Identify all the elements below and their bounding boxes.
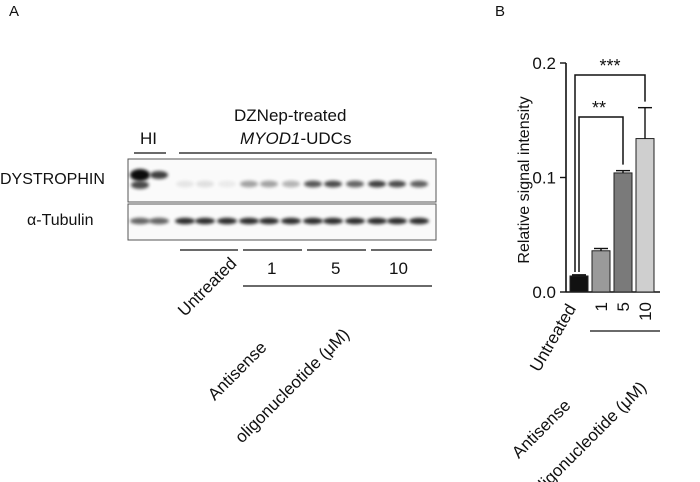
dystrophin-band: [388, 180, 406, 188]
dystrophin-band: [150, 171, 168, 179]
significance-bracket-outer: [574, 74, 646, 272]
bar: [591, 250, 611, 293]
dystrophin-band: [410, 180, 428, 188]
y-tick-label: 0.1: [532, 169, 556, 188]
x-tick-label: 1: [592, 302, 611, 311]
tubulin-band: [130, 217, 150, 225]
tubulin-band: [345, 217, 365, 225]
tubulin-band: [367, 217, 387, 225]
dystrophin-blot-frame: [127, 158, 437, 203]
dystrophin-band: [324, 180, 342, 188]
hi-label: HI: [140, 129, 157, 148]
dose-1-label: 1: [267, 259, 277, 278]
tubulin-band: [387, 217, 407, 225]
dystrophin-band: [240, 180, 258, 188]
dystrophin-band: [131, 181, 149, 189]
dystrophin-band: [282, 180, 300, 188]
significance-marker-outer: ***: [599, 56, 620, 76]
tubulin-bands: [130, 217, 429, 225]
treatment-subtitle: MYOD1-UDCs: [240, 130, 351, 147]
dose-10-label: 10: [389, 259, 408, 278]
y-tick-label: 0.0: [532, 283, 556, 302]
bar: [569, 275, 589, 293]
significance-bracket-inner: [578, 116, 624, 272]
cell-type: -UDCs: [300, 129, 352, 148]
tubulin-band: [409, 217, 429, 225]
dystrophin-band: [304, 180, 322, 188]
dystrophin-band: [130, 169, 150, 181]
dystrophin-band: [346, 180, 364, 188]
tubulin-band: [195, 217, 215, 225]
panel-a-label: A: [9, 3, 20, 20]
tubulin-row-label: α-Tubulin: [27, 212, 94, 229]
x-tick-label: 5: [614, 302, 633, 311]
panel-b-label: B: [495, 3, 506, 20]
dystrophin-band: [260, 180, 278, 188]
treatment-title: DZNep-treated: [234, 106, 347, 125]
tubulin-band: [217, 217, 237, 225]
tubulin-band: [239, 217, 259, 225]
bar: [613, 172, 633, 293]
dystrophin-row-label: DYSTROPHIN: [0, 171, 105, 188]
tubulin-band: [281, 217, 301, 225]
dystrophin-band: [196, 180, 214, 188]
significance-marker-inner: **: [592, 98, 606, 118]
tubulin-band: [175, 217, 195, 225]
dystrophin-band: [368, 180, 386, 188]
dystrophin-band: [176, 180, 194, 188]
x-tick-label: 10: [636, 302, 655, 321]
tubulin-band: [303, 217, 323, 225]
dystrophin-bands: [130, 169, 428, 189]
y-axis-title: Relative signal intensity: [516, 96, 533, 264]
dose-5-label: 5: [331, 259, 341, 278]
dystrophin-band: [218, 180, 236, 188]
bar: [635, 138, 655, 293]
tubulin-band: [323, 217, 343, 225]
tubulin-band: [149, 217, 169, 225]
y-tick-label: 0.2: [532, 54, 556, 73]
tubulin-band: [259, 217, 279, 225]
gene-name: MYOD1: [240, 129, 301, 148]
